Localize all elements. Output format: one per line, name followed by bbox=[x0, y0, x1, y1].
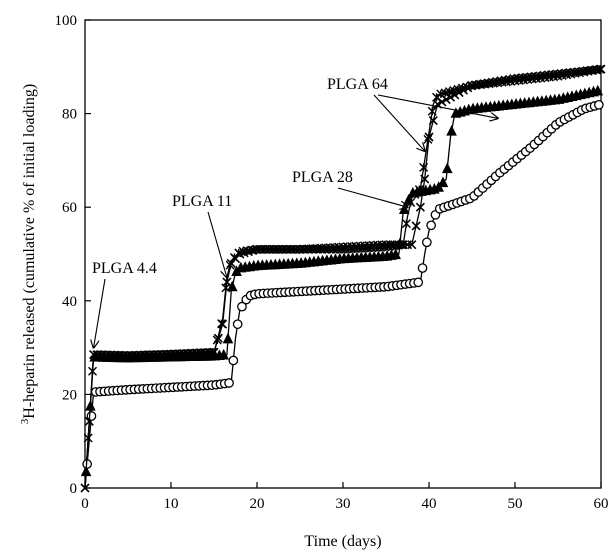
series-marker bbox=[426, 220, 436, 231]
x-axis-title: Time (days) bbox=[304, 533, 381, 550]
series-marker bbox=[441, 162, 453, 174]
series-marker bbox=[593, 99, 604, 110]
series-marker bbox=[397, 240, 407, 250]
annotation-arrow bbox=[377, 94, 498, 118]
data-series bbox=[80, 64, 606, 493]
series-marker bbox=[421, 237, 432, 248]
series-marker bbox=[218, 348, 229, 360]
series-marker bbox=[268, 244, 278, 254]
series-marker bbox=[427, 106, 437, 116]
series-marker bbox=[208, 347, 218, 357]
axis-ticks: 0 10 20 30 40 50 60 0 20 40 60 80 100 bbox=[55, 13, 609, 512]
annotation-arrow bbox=[373, 94, 425, 151]
series-marker bbox=[324, 244, 334, 254]
series-marker bbox=[264, 244, 274, 254]
series-marker bbox=[328, 244, 338, 254]
series-line bbox=[84, 68, 602, 489]
series-marker bbox=[83, 433, 93, 443]
series-marker bbox=[592, 84, 604, 96]
series-marker bbox=[307, 244, 317, 254]
series-marker bbox=[413, 277, 424, 288]
series-marker bbox=[595, 64, 605, 74]
series-marker bbox=[224, 378, 234, 388]
annotation-arrow bbox=[207, 211, 227, 277]
series-marker bbox=[272, 244, 282, 254]
annotation-arrow bbox=[337, 187, 408, 207]
y-axis-title-text: H-heparin released (cumulative % of init… bbox=[21, 84, 38, 419]
series-marker bbox=[320, 244, 330, 254]
x-tick-label: 30 bbox=[336, 496, 351, 512]
series-marker bbox=[285, 244, 295, 254]
series-marker bbox=[401, 219, 411, 229]
x-tick-label: 0 bbox=[81, 496, 89, 512]
series-plga-28 bbox=[82, 99, 604, 489]
annotation-label: PLGA 4.4 bbox=[92, 260, 157, 277]
series-marker bbox=[222, 332, 234, 344]
y-tick-label: 40 bbox=[62, 294, 77, 310]
series-marker bbox=[86, 411, 97, 421]
series-marker bbox=[228, 355, 239, 366]
series-marker bbox=[415, 202, 425, 212]
series-marker bbox=[294, 244, 304, 254]
series-marker bbox=[255, 244, 265, 254]
series-marker bbox=[333, 244, 343, 254]
series-marker bbox=[217, 319, 227, 329]
series-marker bbox=[423, 134, 433, 144]
series-marker bbox=[237, 301, 247, 312]
series-marker bbox=[221, 283, 231, 293]
series-marker bbox=[315, 244, 325, 254]
series-marker bbox=[417, 263, 428, 273]
y-tick-label: 100 bbox=[55, 13, 78, 29]
y-tick-label: 60 bbox=[62, 200, 77, 216]
series-marker bbox=[411, 221, 421, 231]
y-axis-title: 3H-heparin released (cumulative % of ini… bbox=[19, 84, 38, 424]
series-marker bbox=[277, 244, 287, 254]
series-marker bbox=[212, 335, 222, 345]
series-line bbox=[84, 68, 602, 489]
series-marker bbox=[432, 92, 442, 102]
y-tick-label: 80 bbox=[62, 107, 77, 123]
annotation-arrow bbox=[94, 278, 106, 348]
series-marker bbox=[414, 185, 424, 195]
series-marker bbox=[260, 244, 270, 254]
x-tick-label: 20 bbox=[250, 496, 265, 512]
x-tick-label: 60 bbox=[594, 496, 609, 512]
series-marker bbox=[419, 162, 429, 172]
annotation-label: PLGA 28 bbox=[292, 169, 353, 186]
series-marker bbox=[88, 366, 98, 376]
x-tick-label: 10 bbox=[164, 496, 179, 512]
series-line bbox=[84, 103, 602, 489]
series-plga-4-4 bbox=[80, 64, 606, 493]
series-marker bbox=[407, 240, 417, 250]
annotation-label: PLGA 64 bbox=[327, 76, 388, 93]
x-tick-label: 40 bbox=[422, 496, 437, 512]
series-marker bbox=[311, 244, 321, 254]
y-axis-title-superscript: 3 bbox=[19, 418, 31, 424]
series-marker bbox=[390, 248, 401, 260]
series-marker bbox=[232, 319, 243, 330]
series-marker bbox=[298, 244, 308, 254]
series-marker bbox=[437, 176, 449, 188]
y-tick-label: 0 bbox=[70, 481, 78, 497]
series-marker bbox=[424, 132, 434, 142]
x-tick-label: 50 bbox=[508, 496, 523, 512]
annotation-label: PLGA 11 bbox=[172, 193, 232, 210]
series-marker bbox=[446, 125, 457, 136]
y-tick-label: 20 bbox=[62, 387, 77, 403]
series-plga-64 bbox=[83, 64, 605, 489]
series-marker bbox=[290, 244, 300, 254]
series-marker bbox=[281, 244, 291, 254]
annotations: PLGA 4.4 PLGA 11 PLGA 28 PLGA 64 bbox=[92, 76, 498, 348]
series-marker bbox=[303, 244, 313, 254]
series-marker bbox=[226, 280, 238, 292]
series-marker bbox=[225, 260, 235, 270]
